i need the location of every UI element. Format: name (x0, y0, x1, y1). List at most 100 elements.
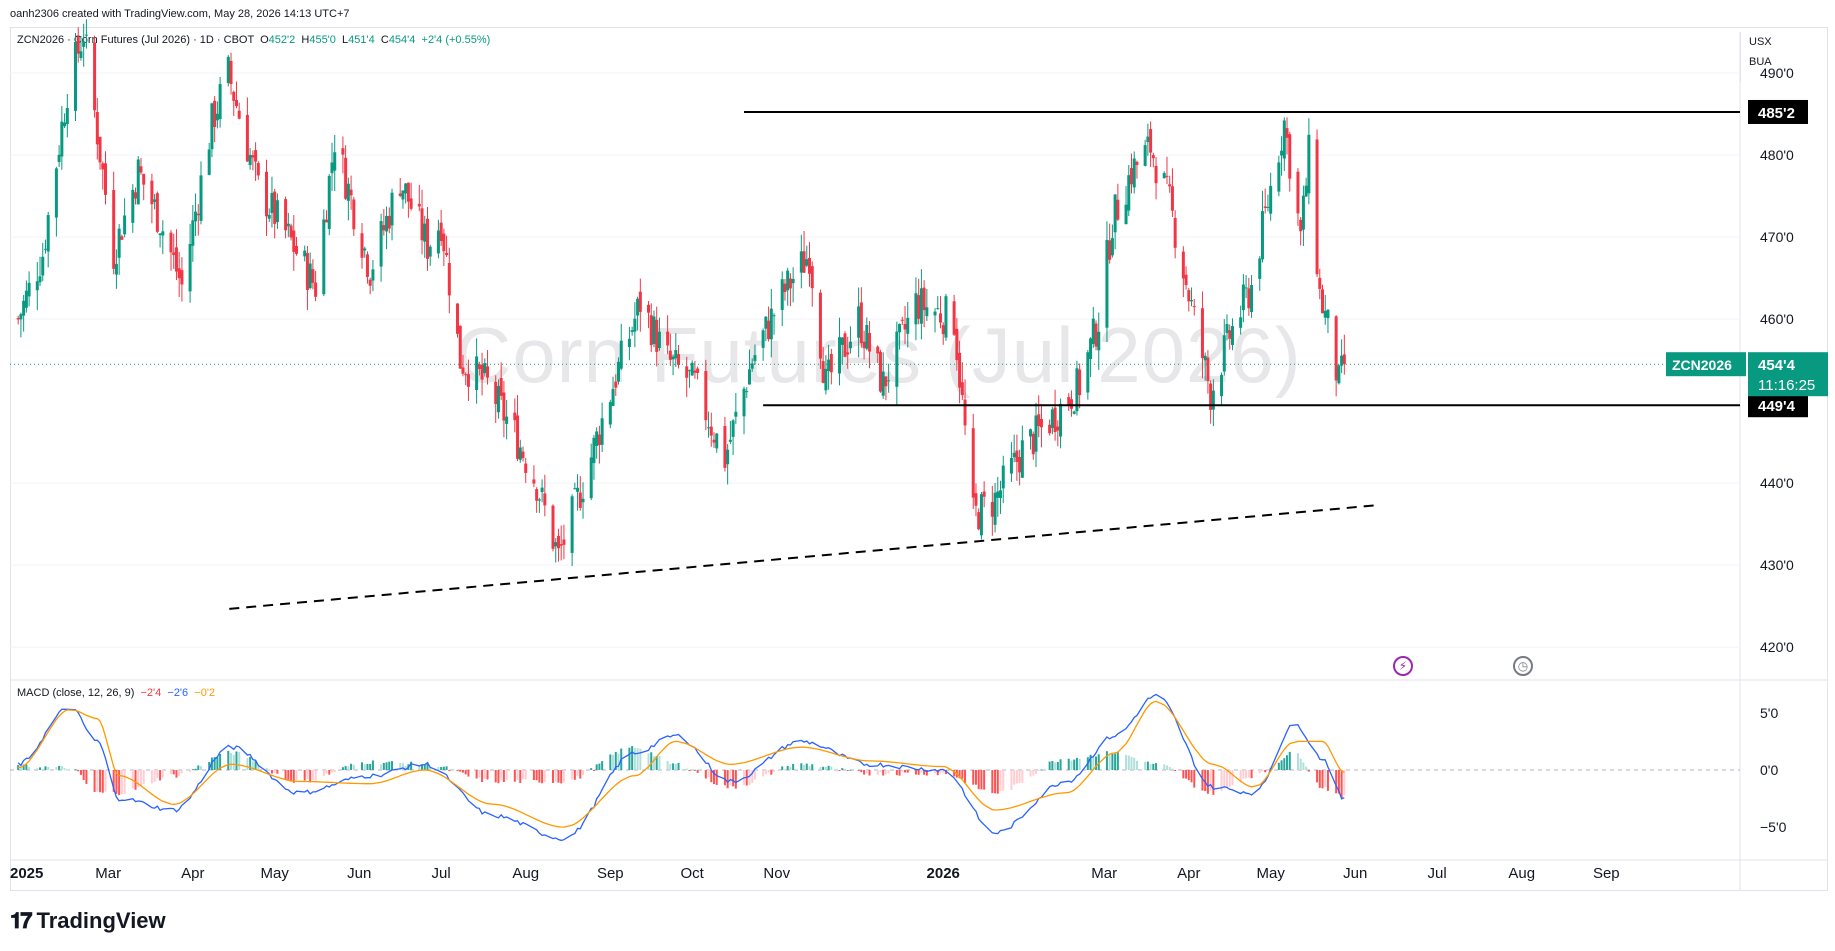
candle-body (1299, 219, 1303, 232)
candle-body (1258, 258, 1262, 279)
macd-hist-bar (1204, 770, 1207, 792)
candle-body (750, 363, 754, 369)
macd-hist-bar (857, 770, 860, 771)
macd-hist-bar (292, 770, 295, 783)
macd-hist-bar (860, 770, 863, 773)
candle-body (139, 166, 143, 173)
candle-body (1072, 411, 1076, 414)
macd-hist-bar (58, 765, 61, 770)
candle-body (581, 498, 585, 503)
last-price-badge-bg (1748, 352, 1828, 397)
candle-body (788, 278, 792, 289)
macd-hist-bar (391, 761, 394, 770)
price-chart-svg[interactable]: 490'0 480'0 470'0 460'0 440'0 430'0 420'0 5'0 0'… (0, 0, 1835, 900)
macd-hist-bar (1125, 754, 1128, 770)
candle-body (562, 539, 566, 545)
chart-frame[interactable] (10, 27, 1828, 891)
macd-hist-bar (1021, 770, 1024, 783)
candle-body (532, 479, 536, 484)
macd-hist-bar (751, 770, 754, 783)
candle-body (971, 428, 975, 498)
candle-body (808, 257, 812, 274)
candle-body (57, 154, 61, 163)
macd-hist-bar (991, 770, 994, 794)
macd-hist-bar (958, 770, 961, 779)
tradingview-logo[interactable]: 𝟏𝟕 TradingView (10, 908, 166, 934)
candle-body (1296, 171, 1300, 214)
macd-hist-bar (552, 770, 555, 783)
macd-hist-bar (1190, 770, 1193, 783)
macd-hist-bar (1127, 755, 1130, 770)
macd-hist-bar (994, 770, 997, 794)
macd-hist-bar (590, 768, 593, 770)
macd-hist-bar (77, 770, 80, 772)
macd-tick-label: 0'0 (1760, 762, 1778, 778)
macd-hist-bar (341, 767, 344, 770)
candle-body (767, 320, 771, 340)
candle-body (979, 494, 983, 536)
macd-hist-bar (191, 769, 194, 771)
macd-hist-bar (1231, 770, 1234, 786)
candle-body (824, 368, 828, 391)
macd-hist-bar (483, 770, 486, 780)
macd-hist-bar (325, 770, 328, 774)
candle-body (559, 544, 563, 546)
macd-hist-bar (194, 768, 197, 770)
macd-hist-bar (961, 770, 964, 779)
candle-body (425, 218, 429, 259)
candle-body (352, 199, 356, 230)
macd-hist-bar (456, 770, 459, 772)
currency-label[interactable]: USX (1749, 36, 1772, 48)
price-tick-label: 470'0 (1760, 229, 1794, 245)
clock-icon[interactable]: ◷ (1513, 656, 1533, 676)
macd-hist-bar (1010, 770, 1013, 791)
candle-body (1285, 128, 1289, 138)
macd-hist-bar (142, 770, 145, 785)
macd-title: MACD (close, 12, 26, 9) (17, 687, 135, 699)
candle-body (180, 270, 184, 285)
lightning-icon[interactable]: ⚡ (1393, 656, 1413, 676)
candle-body (466, 374, 470, 387)
macd-hist-bar (1343, 770, 1346, 796)
candle-body (1108, 240, 1112, 260)
candle-body (104, 163, 108, 195)
candle-body (330, 162, 334, 174)
candle-body (41, 256, 45, 276)
macd-hist-bar (385, 762, 388, 770)
macd-hist-bar (235, 751, 238, 770)
macd-hist-bar (612, 754, 615, 770)
candle-body (1269, 185, 1273, 214)
macd-hist-bar (672, 763, 675, 770)
candle-body (295, 245, 299, 254)
macd-hist-bar (440, 767, 443, 770)
macd-hist-bar (811, 764, 814, 770)
candle-body (284, 199, 288, 231)
macd-hist-bar (803, 764, 806, 770)
macd-hist-bar (783, 769, 786, 771)
time-tick-label: May (1256, 865, 1285, 882)
macd-hist-bar (936, 770, 939, 776)
macd-hist-bar (685, 768, 688, 770)
candle-body (1039, 418, 1043, 428)
macd-hist-bar (505, 770, 508, 781)
macd-hist-bar (1206, 770, 1209, 794)
candle-body (704, 370, 708, 421)
candle-body (524, 463, 528, 473)
macd-hist-bar (1280, 760, 1283, 770)
candle-body (1181, 251, 1185, 279)
macd-hist-bar (789, 766, 792, 770)
symbol-chip-bg (1666, 352, 1746, 377)
candle-body (977, 512, 981, 530)
unit-label[interactable]: BUA (1749, 56, 1772, 68)
macd-hist-bar (254, 760, 257, 770)
macd-hist-bar (846, 770, 849, 771)
candle-body (442, 233, 446, 252)
candle-body (887, 380, 891, 382)
macd-hist-bar (347, 766, 350, 770)
candle-body (390, 192, 394, 226)
candle-body (1263, 206, 1267, 208)
candle-body (647, 304, 651, 313)
candle-body (1018, 457, 1022, 473)
macd-hist-bar (309, 770, 312, 783)
candle-body (843, 333, 847, 357)
